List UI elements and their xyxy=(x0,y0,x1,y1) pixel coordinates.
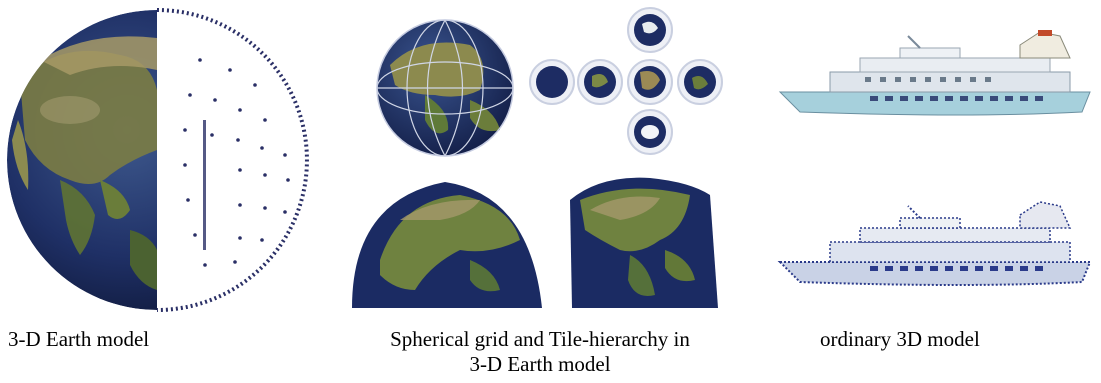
ship-pointcloud xyxy=(777,201,1092,286)
pointcloud-outline xyxy=(156,8,309,312)
ship-textured xyxy=(778,30,1091,116)
tile-hierarchy-panel: Spherical grid and Tile-hierarchy in 3-D… xyxy=(330,0,750,383)
caption-tile-hierarchy-line2: 3-D Earth model xyxy=(469,352,611,376)
ordinary-model-panel: ordinary 3D model xyxy=(770,0,1101,383)
caption-earth-model: 3-D Earth model xyxy=(8,327,150,351)
gridded-globe xyxy=(376,19,514,157)
caption-ordinary-model: ordinary 3D model xyxy=(820,327,980,351)
tile-cross xyxy=(529,7,723,155)
curved-square-tile xyxy=(570,177,718,308)
ships-figure xyxy=(777,30,1092,286)
pointcloud-grid-dots xyxy=(183,58,290,267)
tile-hierarchy-figure xyxy=(352,7,723,308)
hemisphere-tile xyxy=(352,182,542,308)
earth-globe-half-pointcloud xyxy=(7,8,309,312)
caption-tile-hierarchy-line1: Spherical grid and Tile-hierarchy in xyxy=(390,327,690,351)
earth-model-panel: 3-D Earth model xyxy=(0,0,320,383)
